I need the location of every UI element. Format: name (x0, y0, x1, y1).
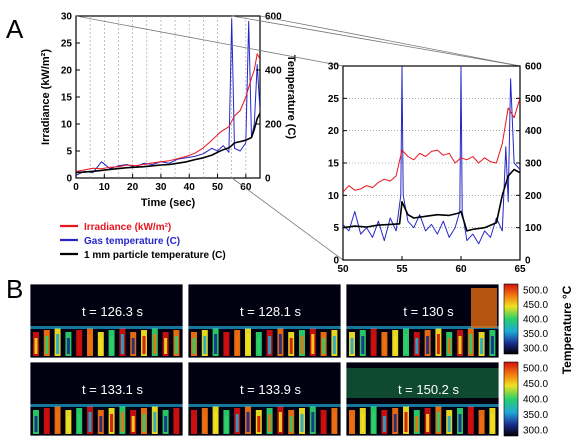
colorbar-tick-label: 300.0 (523, 344, 548, 355)
main-y2-tick-label: 200 (265, 120, 282, 131)
panel-b-letter: B (6, 274, 23, 304)
heatmap-grid: t = 126.3 s t = 128.1 s t = 130 s t = 133.1… (29, 283, 500, 437)
zoom-y-tick-label: 30 (328, 62, 340, 73)
legend-label: 1 mm particle temperature (C) (84, 250, 226, 261)
colorbar (503, 283, 519, 355)
main-y2-axis-label: Temperature (C) (285, 55, 297, 139)
main-y-axis-label: Irradiance (kW/m²) (40, 49, 52, 145)
zoom-y2-tick-label: 100 (525, 223, 542, 234)
main-y-tick-label: 5 (66, 147, 72, 158)
colorbar-tick-label: 450.0 (523, 300, 548, 311)
connector-bottom (231, 177, 344, 261)
legend-label: Irradiance (kW/m²) (84, 222, 171, 233)
main-grid (89, 16, 247, 178)
main-x-tick-label: 30 (155, 182, 167, 193)
zoom-y2-tick-label: 500 (525, 94, 542, 105)
zoom-y2-tick-label: 300 (525, 159, 542, 170)
main-series-line (76, 53, 260, 172)
colorbar-title: Temperature °C (560, 285, 574, 374)
main-y-tick-label: 10 (61, 120, 73, 131)
heatmap-time-label: t = 150.2 s (398, 382, 460, 397)
colorbar (503, 361, 519, 437)
main-x-axis-label: Time (sec) (141, 197, 196, 209)
zoom-y-tick-label: 10 (328, 191, 340, 202)
main-y-tick-label: 0 (66, 174, 72, 185)
heatmap-time-label: t = 133.1 s (82, 382, 144, 397)
zoom-y2-tick-label: 200 (525, 191, 542, 202)
zoom-x-tick-label: 50 (337, 264, 349, 275)
zoom-x-tick-label: 55 (396, 264, 408, 275)
panel-a-letter: A (6, 14, 24, 44)
colorbars: 500.0 450.0 400.0 350.0 300.0 500.0 450.0 400.0… (503, 283, 548, 437)
heatmap-time-label: t = 126.3 s (82, 304, 144, 319)
heatmap-time-label: t = 130 s (403, 304, 454, 319)
heatmap-panel: t = 126.3 s (29, 283, 184, 359)
zoom-series-line (343, 66, 520, 245)
main-x-tick-label: 10 (99, 182, 111, 193)
main-x-tick-label: 0 (73, 182, 79, 193)
zoom-y-tick-label: 25 (328, 94, 340, 105)
zoom-y-tick-label: 0 (333, 256, 339, 267)
main-y-tick-label: 20 (61, 66, 73, 77)
heatmap-time-label: t = 133.9 s (240, 382, 302, 397)
connector-left-top (75, 15, 344, 67)
zoom-series (343, 66, 520, 245)
connector-top (231, 15, 521, 67)
main-x-tick-label: 40 (184, 182, 196, 193)
zoom-series-line (343, 98, 520, 193)
heatmap-panel: t = 150.2 s (345, 361, 500, 437)
zoom-y-tick-label: 5 (333, 223, 339, 234)
heatmap-panel: t = 128.1 s (187, 283, 342, 359)
main-series-line (76, 112, 260, 174)
main-y2-tick-label: 0 (265, 174, 271, 185)
colorbar-tick-label: 300.0 (523, 426, 548, 437)
zoom-y2-tick-label: 600 (525, 62, 542, 73)
colorbar-tick-label: 400.0 (523, 315, 548, 326)
zoom-x-tick-label: 65 (514, 264, 526, 275)
zoom-series-line (343, 168, 520, 232)
main-y-tick-label: 25 (61, 39, 73, 50)
zoom-y2-tick-label: 0 (525, 256, 531, 267)
zoom-y-tick-label: 15 (328, 159, 340, 170)
zoom-y-tick-label: 20 (328, 126, 340, 137)
main-y-tick-label: 15 (61, 93, 73, 104)
colorbar-tick-label: 500.0 (523, 364, 548, 375)
zoom-connectors (75, 15, 521, 261)
legend: Irradiance (kW/m²) Gas temperature (C) 1 m… (60, 222, 226, 261)
main-y-tick-label: 30 (61, 12, 73, 23)
colorbar-tick-label: 350.0 (523, 410, 548, 421)
main-y2-tick-label: 600 (265, 12, 282, 23)
main-series (76, 18, 260, 176)
colorbar-tick-label: 500.0 (523, 286, 548, 297)
main-x-tick-label: 20 (127, 182, 139, 193)
main-y2-tick-label: 400 (265, 66, 282, 77)
heatmap-panel: t = 130 s (345, 283, 500, 359)
zoom-grid (343, 98, 520, 228)
colorbar-tick-label: 350.0 (523, 329, 548, 340)
heatmap-panel: t = 133.1 s (29, 361, 184, 437)
main-x-tick-label: 60 (240, 182, 252, 193)
zoom-x-tick-label: 60 (455, 264, 467, 275)
main-x-tick-label: 50 (212, 182, 224, 193)
colorbar-tick-label: 400.0 (523, 395, 548, 406)
zoom-y2-tick-label: 400 (525, 126, 542, 137)
heatmap-time-label: t = 128.1 s (240, 304, 302, 319)
heatmap-panel: t = 133.9 s (187, 361, 342, 437)
legend-label: Gas temperature (C) (84, 236, 180, 247)
connector-right-top (259, 15, 521, 67)
colorbar-tick-label: 450.0 (523, 379, 548, 390)
